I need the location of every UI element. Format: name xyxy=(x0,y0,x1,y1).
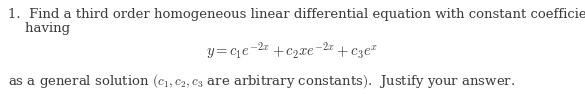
Text: 1.  Find a third order homogeneous linear differential equation with constant co: 1. Find a third order homogeneous linear… xyxy=(8,8,585,21)
Text: as a general solution $(c_1, c_2, c_3$ are arbitrary constants$)$.  Justify your: as a general solution $(c_1, c_2, c_3$ a… xyxy=(8,72,515,90)
Text: $y = c_1e^{-2x} + c_2xe^{-2x} + c_3e^{x}$: $y = c_1e^{-2x} + c_2xe^{-2x} + c_3e^{x}… xyxy=(206,40,378,61)
Text: having: having xyxy=(8,22,70,35)
